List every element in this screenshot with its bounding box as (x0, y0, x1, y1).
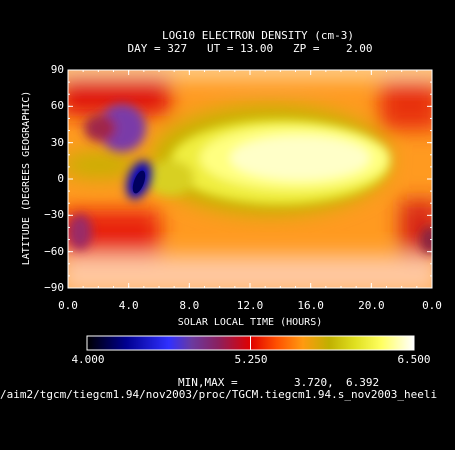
y-tick-label: −90 (44, 281, 64, 294)
y-axis-label: LATITUDE (DEGREES GEOGRAPHIC) (21, 90, 32, 266)
x-tick-label: 8.0 (179, 299, 200, 312)
x-tick-label: 16.0 (297, 299, 324, 312)
x-tick-label: 4.0 (118, 299, 139, 312)
axis-ticks (67, 69, 433, 289)
colorbar-max-label: 6.500 (397, 353, 431, 366)
x-axis-label: SOLAR LOCAL TIME (HOURS) (177, 317, 323, 328)
x-tick-label: 0.0 (58, 299, 78, 312)
max-value: 6.392 (346, 376, 380, 389)
y-tick-label: 90 (50, 63, 64, 76)
chart-subtitle: DAY = 327 UT = 13.00 ZP = 2.00 (127, 42, 373, 55)
y-tick-label: 0 (57, 172, 64, 185)
y-tick-label: 60 (50, 99, 64, 113)
colorbar-mid-label: 5.250 (234, 353, 268, 366)
x-tick-label: 12.0 (236, 299, 264, 312)
x-tick-label: 20.0 (358, 299, 385, 312)
chart-title: LOG10 ELECTRON DENSITY (cm-3) (161, 29, 355, 42)
colorbar-min-label: 4.000 (71, 353, 105, 366)
x-tick-label: 0.0 (422, 299, 442, 312)
footer-file-path: /aim2/tgcm/tiegcm1.94/nov2003/proc/TGCM.… (0, 389, 438, 401)
y-tick-label: −60 (44, 244, 64, 258)
density-field (68, 70, 432, 288)
minmax-label: MIN,MAX = (178, 376, 238, 389)
min-value: 3.720, (294, 376, 334, 389)
y-tick-label: −30 (44, 208, 64, 222)
y-tick-label: 30 (50, 135, 64, 149)
